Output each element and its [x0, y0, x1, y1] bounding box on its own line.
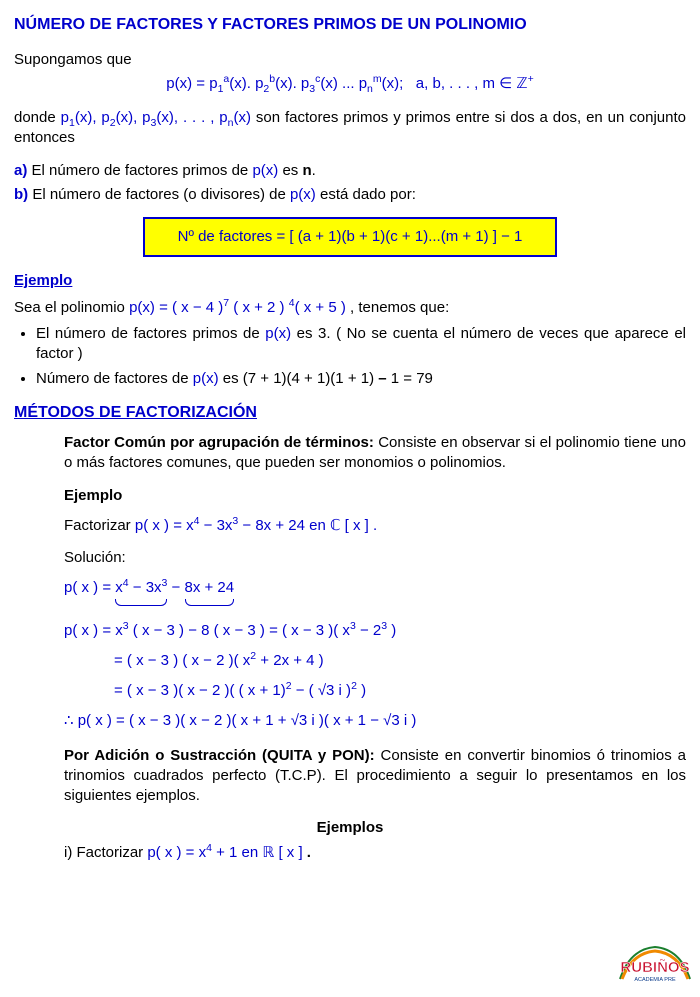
- bullet-list: El número de factores primos de p(x) es …: [14, 324, 686, 390]
- bullet1-px: p(x): [265, 325, 291, 342]
- step-4: = ( x − 3 )( x − 2 )( ( x + 1)2 − ( √3 i…: [114, 681, 686, 701]
- bullet-1: El número de factores primos de p(x) es …: [36, 324, 686, 365]
- a-post: es: [278, 162, 302, 179]
- item-i: i) Factorizar p( x ) = x4 + 1 en ℝ [ x ]…: [64, 843, 686, 863]
- logo-text: RUBIÑOS: [620, 958, 689, 976]
- item-a: a) El número de factores primos de p(x) …: [14, 161, 686, 181]
- item-i-dot: .: [307, 844, 311, 861]
- factor-comun-block: Factor Común por agrupación de términos:…: [64, 433, 686, 474]
- quita-title: Por Adición o Sustracción (QUITA y PON):: [64, 747, 375, 764]
- fc-title: Factor Común por agrupación de términos:: [64, 434, 374, 451]
- ab-list: a) El número de factores primos de p(x) …: [14, 161, 686, 206]
- bullet2-dash: –: [378, 370, 391, 387]
- step-2: p( x ) = x3 ( x − 3 ) − 8 ( x − 3 ) = ( …: [64, 621, 686, 641]
- fact-pre: Factorizar: [64, 517, 135, 534]
- bullet-2: Número de factores de p(x) es (7 + 1)(4 …: [36, 369, 686, 389]
- a-label: a): [14, 162, 27, 179]
- item-i-math: p( x ) = x4 + 1 en ℝ [ x ]: [147, 844, 306, 861]
- fact-math: p( x ) = x4 − 3x3 − 8x + 24 en ℂ [ x ] .: [135, 517, 377, 534]
- donde-line: donde p1(x), p2(x), p3(x), . . . , pn(x)…: [14, 108, 686, 149]
- main-formula: p(x) = p1a(x). p2b(x). p3c(x) ... pnm(x)…: [14, 74, 686, 94]
- ejemplo-heading-2: Ejemplo: [64, 487, 122, 504]
- quita-pon-block: Por Adición o Sustracción (QUITA y PON):…: [64, 746, 686, 807]
- bullet2-end: 1 = 79: [391, 370, 433, 387]
- bullet2-mid: es (7 + 1)(4 + 1)(1 + 1): [219, 370, 379, 387]
- ejemplo-heading-1: Ejemplo: [14, 271, 686, 291]
- factorizar-line: Factorizar p( x ) = x4 − 3x3 − 8x + 24 e…: [64, 516, 686, 536]
- a-px: p(x): [252, 162, 278, 179]
- sea-line: Sea el polinomio p(x) = ( x − 4 )7 ( x +…: [14, 298, 686, 318]
- sea-math: p(x) = ( x − 4 )7 ( x + 2 ) 4( x + 5 ): [129, 299, 346, 316]
- step-1: p( x ) = x4 − 3x3 − 8x + 24: [64, 578, 686, 598]
- donde-math: p1(x), p2(x), p3(x), . . . , pn(x): [61, 109, 251, 126]
- a-n: n: [302, 162, 311, 179]
- group-b: 8x + 24: [185, 578, 235, 598]
- b-post: está dado por:: [316, 186, 416, 203]
- suppose-text: Supongamos que: [14, 50, 686, 70]
- bullet1-pre: El número de factores primos de: [36, 325, 265, 342]
- item-b: b) El número de factores (o divisores) d…: [14, 185, 686, 205]
- step-3: = ( x − 3 ) ( x − 2 )( x2 + 2x + 4 ): [114, 651, 686, 671]
- step-5: ∴ p( x ) = ( x − 3 )( x − 2 )( x + 1 + √…: [64, 711, 686, 731]
- sea-post: , tenemos que:: [346, 299, 449, 316]
- group-a: x4 − 3x3: [115, 578, 167, 598]
- sea-pre: Sea el polinomio: [14, 299, 129, 316]
- section-title: NÚMERO DE FACTORES Y FACTORES PRIMOS DE …: [14, 14, 686, 36]
- solucion-label: Solución:: [64, 548, 686, 568]
- b-px: p(x): [290, 186, 316, 203]
- bullet2-pre: Número de factores de: [36, 370, 193, 387]
- bullet2-px: p(x): [193, 370, 219, 387]
- logo-subtext: ACADEMIA PRE: [634, 977, 676, 983]
- metodos-title: MÉTODOS DE FACTORIZACIÓN: [14, 402, 686, 424]
- a-pre: El número de factores primos de: [27, 162, 252, 179]
- formula-box: Nº de factores = [ (a + 1)(b + 1)(c + 1)…: [143, 217, 557, 257]
- b-label: b): [14, 186, 28, 203]
- ejemplos-heading: Ejemplos: [14, 818, 686, 838]
- rubinos-logo: RUBIÑOS ACADEMIA PRE: [616, 939, 694, 987]
- b-pre: El número de factores (o divisores) de: [28, 186, 290, 203]
- item-i-pre: i) Factorizar: [64, 844, 147, 861]
- donde-pre: donde: [14, 109, 61, 126]
